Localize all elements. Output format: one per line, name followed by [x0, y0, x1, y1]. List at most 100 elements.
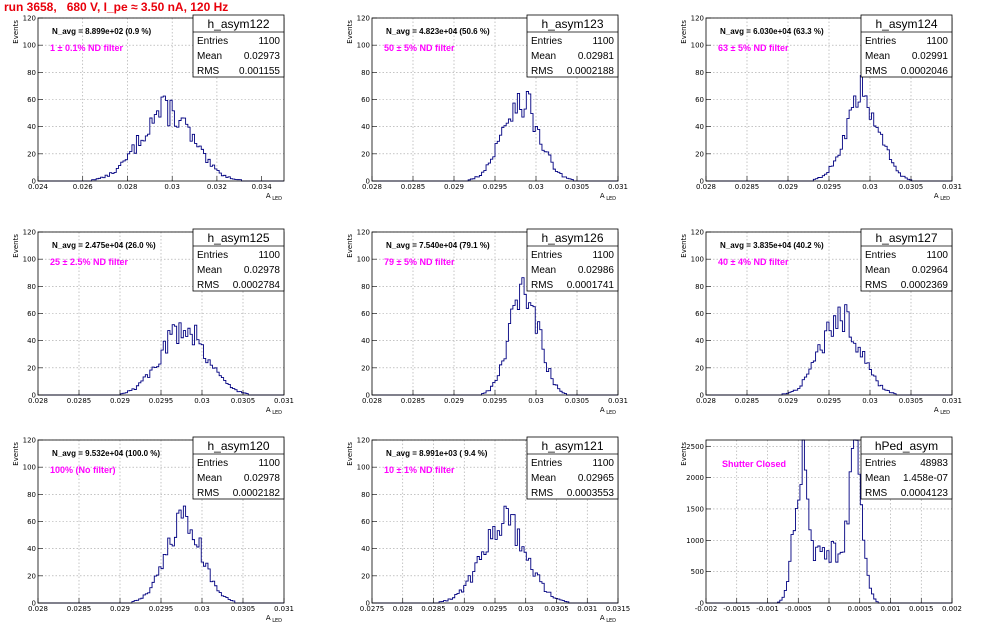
y-tick-label: 40 — [27, 545, 36, 553]
x-tick-label: 0.032 — [207, 183, 227, 191]
x-tick-label: 0.0295 — [817, 397, 842, 405]
stats-value: 1100 — [258, 458, 280, 469]
stats-value: 1100 — [258, 250, 280, 261]
y-axis-label: Events — [12, 234, 20, 258]
x-tick-label: 0.024 — [28, 183, 49, 191]
y-tick-label: 120 — [691, 229, 704, 237]
x-tick-label: 0.0285 — [735, 397, 760, 405]
x-tick-label: 0.0295 — [483, 183, 508, 191]
n-avg-label: N_avg = 8.991e+03 ( 9.4 %) — [386, 449, 488, 458]
x-tick-label: 0.0285 — [401, 397, 426, 405]
x-tick-label: -0.001 — [756, 605, 779, 613]
stats-box — [192, 14, 285, 78]
x-tick-label: 0.03 — [528, 397, 544, 405]
y-tick-label: 60 — [27, 96, 36, 104]
y-axis-label: Events — [12, 20, 20, 44]
panel-h_asym123: 0.028 0.0285 0.029 0.0295 0.03 0.0305 0.031 0 20… — [346, 15, 628, 203]
histogram-line — [706, 304, 952, 396]
stats-key: Entries — [865, 250, 896, 261]
stats-box — [192, 436, 285, 500]
n-avg-label: N_avg = 4.823e+04 (50.6 %) — [386, 27, 490, 36]
filter-label: 50 ± 5% ND filter — [384, 43, 455, 53]
stats-key: Mean — [197, 473, 222, 484]
stats-key: Entries — [865, 36, 896, 47]
stats-value: 0.02991 — [912, 51, 949, 62]
y-tick-label: 0 — [700, 178, 704, 186]
x-tick-label: 0.0285 — [735, 183, 760, 191]
panel-h_asym121: 0.0275 0.028 0.0285 0.029 0.0295 0.03 0.0305 0.… — [346, 437, 630, 622]
y-tick-label: 0 — [32, 392, 36, 400]
y-axis-label: Events — [346, 20, 354, 44]
stats-key: RMS — [197, 280, 220, 291]
x-tick-label: 0.03 — [194, 397, 210, 405]
stats-value: 0.0002188 — [567, 66, 615, 77]
x-tick-label: 0.029 — [454, 605, 474, 613]
y-tick-label: 40 — [27, 123, 36, 131]
x-tick-label: 0.001 — [880, 605, 900, 613]
stats-box — [526, 436, 619, 500]
stats-title: h_asym123 — [541, 17, 603, 31]
filter-label: 1 ± 0.1% ND filter — [50, 43, 123, 53]
x-tick-label: 0.03 — [164, 183, 180, 191]
stats-value: 0.0004123 — [901, 488, 949, 499]
x-tick-label: -0.0015 — [723, 605, 750, 613]
y-tick-label: 0 — [700, 392, 704, 400]
x-tick-label: 0.0275 — [360, 605, 385, 613]
y-tick-label: 40 — [695, 337, 704, 345]
x-tick-label: 0.031 — [608, 183, 628, 191]
stats-box — [860, 436, 953, 500]
y-tick-label: 100 — [691, 42, 704, 50]
filter-label: 10 ± 1% ND filter — [384, 465, 455, 475]
n-avg-label: N_avg = 7.540e+04 (79.1 %) — [386, 241, 490, 250]
stats-title: hPed_asym — [875, 439, 938, 453]
x-tick-label: 0.0285 — [421, 605, 446, 613]
stats-key: RMS — [531, 488, 554, 499]
stats-key: RMS — [865, 488, 888, 499]
stats-key: Entries — [197, 250, 228, 261]
y-axis-label: Events — [680, 20, 688, 44]
y-tick-label: 80 — [361, 491, 370, 499]
y-tick-label: 120 — [23, 229, 36, 237]
y-tick-label: 60 — [27, 518, 36, 526]
x-tick-label: 0.002 — [942, 605, 962, 613]
y-tick-label: 60 — [361, 518, 370, 526]
stats-key: RMS — [531, 66, 554, 77]
x-tick-label: 0.028 — [393, 605, 413, 613]
panel-h_asym125: 0.028 0.0285 0.029 0.0295 0.03 0.0305 0.031 0 20… — [12, 229, 294, 417]
stats-box — [860, 228, 953, 292]
stats-value: 0.0003553 — [567, 488, 615, 499]
x-tick-label: -0.002 — [695, 605, 718, 613]
y-tick-label: 60 — [695, 310, 704, 318]
stats-value: 0.02981 — [578, 51, 615, 62]
x-tick-label: 0.034 — [252, 183, 273, 191]
stats-key: Entries — [531, 458, 562, 469]
stats-value: 0.02986 — [578, 265, 615, 276]
stats-key: Mean — [531, 51, 556, 62]
x-tick-label: 0.031 — [577, 605, 597, 613]
stats-key: RMS — [197, 488, 220, 499]
y-axis-label: Events — [12, 442, 20, 466]
n-avg-label: N_avg = 9.532e+04 (100.0 %) — [52, 449, 160, 458]
y-tick-label: 120 — [357, 15, 370, 23]
y-tick-label: 40 — [695, 123, 704, 131]
y-tick-label: 0 — [32, 600, 36, 608]
stats-key: Mean — [531, 473, 556, 484]
y-tick-label: 40 — [361, 545, 370, 553]
stats-title: h_asym120 — [207, 439, 269, 453]
stats-value: 1100 — [592, 36, 614, 47]
y-tick-label: 100 — [23, 256, 36, 264]
y-tick-label: 0 — [700, 600, 704, 608]
y-tick-label: 2000 — [686, 474, 704, 482]
y-tick-label: 60 — [695, 96, 704, 104]
x-tick-label: 0.0285 — [401, 183, 426, 191]
y-tick-label: 80 — [695, 283, 704, 291]
y-tick-label: 20 — [27, 572, 36, 580]
x-tick-label: 0.029 — [778, 183, 798, 191]
stats-value: 0.02978 — [244, 265, 281, 276]
x-tick-label: 0.0305 — [899, 183, 924, 191]
stats-title: h_asym125 — [207, 231, 269, 245]
stats-value: 1100 — [592, 250, 614, 261]
y-tick-label: 0 — [32, 178, 36, 186]
stats-value: 0.02978 — [244, 473, 281, 484]
stats-value: 0.02964 — [912, 265, 949, 276]
